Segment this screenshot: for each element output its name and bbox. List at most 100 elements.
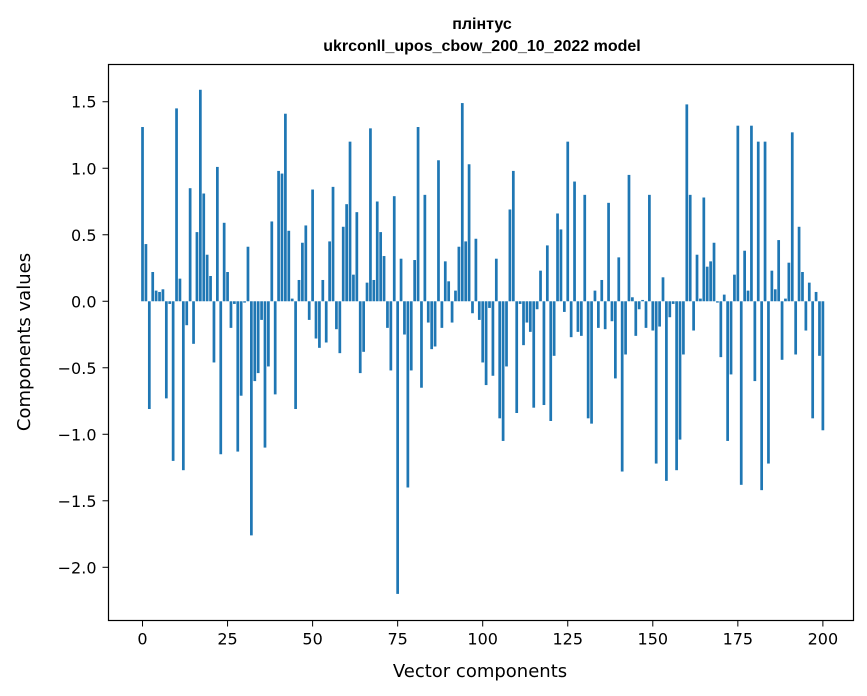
x-tick-label: 25 [217,630,237,649]
bar [420,301,423,388]
bar [539,270,542,302]
bar [508,209,512,302]
bar [168,301,172,304]
bar [722,294,726,302]
bar [348,141,352,302]
bar [464,241,468,302]
bar [318,301,321,348]
bar [579,301,583,336]
bar [797,226,801,302]
bar [733,274,736,302]
bar [297,279,301,302]
bar [372,279,376,302]
bar [692,301,695,331]
bar [457,246,461,302]
bar [627,174,631,302]
bar [644,301,648,328]
bar [321,279,325,302]
bar [549,301,553,421]
bar [651,301,655,331]
bar [389,301,393,371]
bar [712,242,716,302]
bar [600,279,604,302]
x-tick-label: 150 [638,630,669,649]
bar [784,298,787,302]
bar [147,301,151,410]
bar [341,226,345,302]
bar [430,301,434,350]
bar [610,301,614,322]
bar [573,181,576,302]
bar [617,257,621,302]
bar [433,301,437,347]
bars [141,89,825,594]
bar [790,132,794,302]
bar [777,240,781,302]
bar [280,173,284,302]
bar [505,301,508,367]
chart-subtitle: ukrconll_upos_cbow_200_10_2022 model [323,38,640,55]
bar [484,301,488,386]
bar [416,127,420,302]
bar [355,212,359,302]
bar [386,301,389,328]
bar [181,301,185,471]
bar [270,221,274,302]
bar [460,103,464,302]
bar [205,254,209,302]
bar [426,301,430,323]
bar [233,301,236,304]
bar [804,301,808,331]
bar [311,189,314,302]
bar [753,301,757,382]
bar [566,141,570,302]
bar [226,272,229,302]
bar [216,166,219,302]
bar [545,245,549,302]
bar [256,301,260,374]
bar [331,186,335,302]
plot-frame [107,63,855,622]
bar [195,232,199,302]
x-axis-label: Vector components [393,661,567,682]
bar [260,301,263,320]
bar [491,301,495,376]
bar [773,289,777,302]
bar [352,274,355,302]
y-axis-ticks: −2.0 −1.5 −1.0 −0.5 0.0 0.5 1.0 1.5 [58,93,109,577]
bar [528,301,532,332]
bar [569,301,573,338]
bar [375,201,379,302]
bar [450,301,454,323]
y-axis-label: Components values [14,253,35,431]
bar [188,188,192,302]
bar [267,301,270,367]
bar [144,244,148,302]
bar [287,230,291,302]
bar [328,241,331,302]
x-tick-label: 175 [723,630,754,649]
bar [443,261,447,302]
bar [559,229,563,302]
bar [447,281,451,302]
bar [593,290,597,302]
bar [498,301,502,419]
bar [542,301,546,406]
bar [481,301,485,363]
bar [379,232,383,302]
bar [314,301,318,339]
bar [158,291,161,302]
y-tick-label: 1.0 [71,159,96,178]
bar [454,290,457,302]
bar [335,301,338,330]
bar [192,301,195,344]
bar [682,301,685,355]
bar [175,108,178,302]
bar [396,301,400,594]
bar [716,301,719,303]
bar [307,301,311,320]
bar [518,301,522,304]
bar [406,301,410,488]
bar [382,256,386,302]
x-tick-label: 75 [387,630,407,649]
